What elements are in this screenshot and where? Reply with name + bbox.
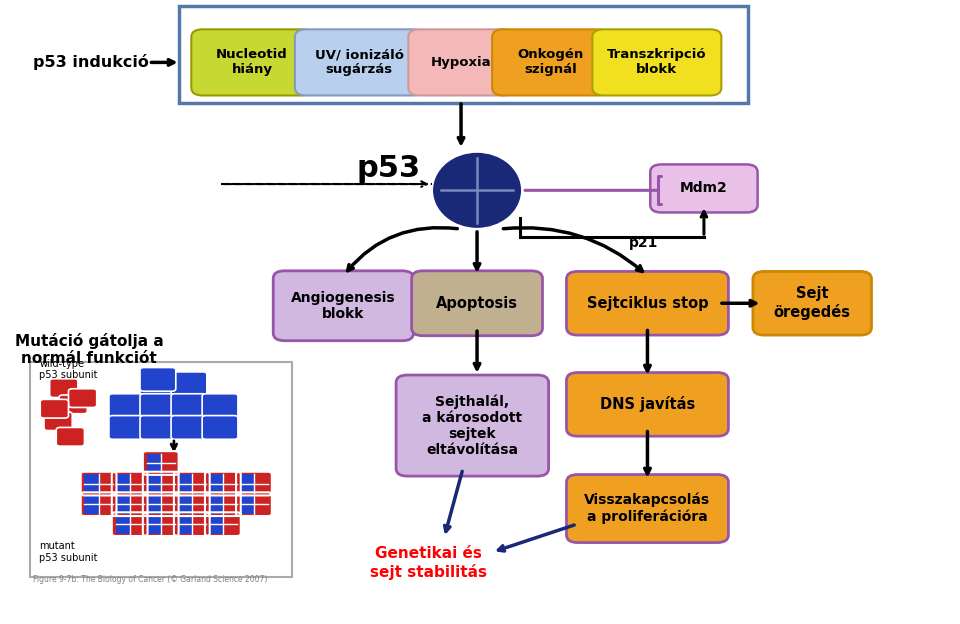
FancyBboxPatch shape bbox=[147, 454, 160, 472]
FancyBboxPatch shape bbox=[396, 375, 548, 476]
FancyBboxPatch shape bbox=[240, 474, 254, 493]
FancyBboxPatch shape bbox=[205, 492, 241, 516]
Text: wild-type
p53 subunit: wild-type p53 subunit bbox=[39, 359, 98, 380]
FancyBboxPatch shape bbox=[178, 495, 192, 514]
FancyBboxPatch shape bbox=[174, 512, 209, 536]
FancyBboxPatch shape bbox=[236, 472, 272, 495]
FancyBboxPatch shape bbox=[81, 472, 116, 495]
FancyBboxPatch shape bbox=[171, 416, 206, 439]
Text: mutant
p53 subunit: mutant p53 subunit bbox=[39, 542, 98, 563]
FancyBboxPatch shape bbox=[295, 29, 424, 95]
FancyBboxPatch shape bbox=[44, 412, 72, 431]
FancyBboxPatch shape bbox=[147, 474, 160, 493]
Text: p21: p21 bbox=[629, 236, 658, 250]
FancyBboxPatch shape bbox=[143, 512, 179, 536]
FancyBboxPatch shape bbox=[140, 416, 176, 439]
FancyBboxPatch shape bbox=[412, 271, 542, 336]
FancyBboxPatch shape bbox=[50, 379, 78, 397]
FancyBboxPatch shape bbox=[108, 416, 145, 439]
FancyBboxPatch shape bbox=[179, 6, 748, 103]
FancyBboxPatch shape bbox=[566, 373, 729, 436]
FancyBboxPatch shape bbox=[140, 372, 176, 396]
FancyBboxPatch shape bbox=[140, 368, 176, 391]
FancyBboxPatch shape bbox=[203, 394, 238, 417]
FancyBboxPatch shape bbox=[57, 427, 84, 446]
Ellipse shape bbox=[434, 154, 520, 227]
FancyBboxPatch shape bbox=[174, 472, 209, 495]
FancyBboxPatch shape bbox=[143, 472, 179, 495]
FancyBboxPatch shape bbox=[492, 29, 609, 95]
FancyBboxPatch shape bbox=[30, 362, 292, 577]
FancyBboxPatch shape bbox=[753, 271, 872, 335]
FancyBboxPatch shape bbox=[140, 394, 176, 417]
FancyBboxPatch shape bbox=[240, 495, 254, 514]
FancyBboxPatch shape bbox=[178, 474, 192, 493]
Text: Sejthalál,
a károsodott
sejtek
eltávolítása: Sejthalál, a károsodott sejtek eltávolít… bbox=[422, 394, 522, 457]
FancyBboxPatch shape bbox=[274, 271, 414, 341]
Text: Transzkripció
blokk: Transzkripció blokk bbox=[607, 49, 707, 76]
FancyBboxPatch shape bbox=[208, 495, 223, 514]
FancyBboxPatch shape bbox=[40, 399, 68, 418]
Text: DNS javítás: DNS javítás bbox=[600, 396, 695, 412]
Text: Figure 9-7b: The Biology of Cancer (© Garland Science 2007): Figure 9-7b: The Biology of Cancer (© Ga… bbox=[33, 575, 267, 584]
FancyBboxPatch shape bbox=[147, 515, 160, 534]
FancyBboxPatch shape bbox=[592, 29, 721, 95]
Text: Onkogén
szignál: Onkogén szignál bbox=[517, 49, 584, 76]
FancyBboxPatch shape bbox=[143, 492, 179, 516]
FancyBboxPatch shape bbox=[147, 495, 160, 514]
FancyBboxPatch shape bbox=[191, 29, 313, 95]
Text: p53 indukció: p53 indukció bbox=[33, 54, 149, 71]
Text: Mdm2: Mdm2 bbox=[680, 182, 728, 195]
FancyBboxPatch shape bbox=[108, 394, 145, 417]
Text: UV/ ionizáló
sugárzás: UV/ ionizáló sugárzás bbox=[315, 49, 404, 76]
FancyBboxPatch shape bbox=[84, 474, 99, 493]
FancyBboxPatch shape bbox=[111, 472, 148, 495]
Text: Angiogenesis
blokk: Angiogenesis blokk bbox=[291, 291, 396, 321]
Text: Nucleotid
hiány: Nucleotid hiány bbox=[216, 49, 288, 76]
FancyBboxPatch shape bbox=[408, 29, 514, 95]
FancyBboxPatch shape bbox=[111, 512, 148, 536]
FancyBboxPatch shape bbox=[111, 492, 148, 516]
FancyBboxPatch shape bbox=[84, 495, 99, 514]
FancyBboxPatch shape bbox=[115, 474, 130, 493]
FancyBboxPatch shape bbox=[171, 394, 206, 417]
FancyBboxPatch shape bbox=[174, 492, 209, 516]
Text: Genetikai és
sejt stabilitás: Genetikai és sejt stabilitás bbox=[370, 546, 487, 580]
FancyBboxPatch shape bbox=[68, 389, 97, 407]
Text: Visszakapcsolás
a proliferációra: Visszakapcsolás a proliferációra bbox=[585, 493, 710, 524]
Text: Apoptosis: Apoptosis bbox=[436, 296, 518, 311]
Text: Sejt
öregedés: Sejt öregedés bbox=[774, 286, 851, 320]
FancyBboxPatch shape bbox=[115, 515, 130, 534]
FancyBboxPatch shape bbox=[143, 451, 179, 475]
Text: Sejtciklus stop: Sejtciklus stop bbox=[587, 296, 708, 311]
Text: p53: p53 bbox=[356, 154, 420, 183]
FancyBboxPatch shape bbox=[205, 472, 241, 495]
FancyBboxPatch shape bbox=[566, 271, 729, 335]
FancyBboxPatch shape bbox=[203, 416, 238, 439]
FancyBboxPatch shape bbox=[650, 165, 757, 213]
Text: Hypoxia: Hypoxia bbox=[431, 56, 492, 69]
FancyBboxPatch shape bbox=[171, 372, 206, 396]
Text: Mutáció gátolja a
normál funkciót: Mutáció gátolja a normál funkciót bbox=[14, 333, 163, 366]
FancyBboxPatch shape bbox=[208, 515, 223, 534]
FancyBboxPatch shape bbox=[81, 492, 116, 516]
FancyBboxPatch shape bbox=[236, 492, 272, 516]
FancyBboxPatch shape bbox=[115, 495, 130, 514]
FancyBboxPatch shape bbox=[178, 515, 192, 534]
FancyBboxPatch shape bbox=[566, 474, 729, 543]
FancyBboxPatch shape bbox=[205, 512, 241, 536]
FancyBboxPatch shape bbox=[60, 395, 87, 414]
FancyBboxPatch shape bbox=[208, 474, 223, 493]
